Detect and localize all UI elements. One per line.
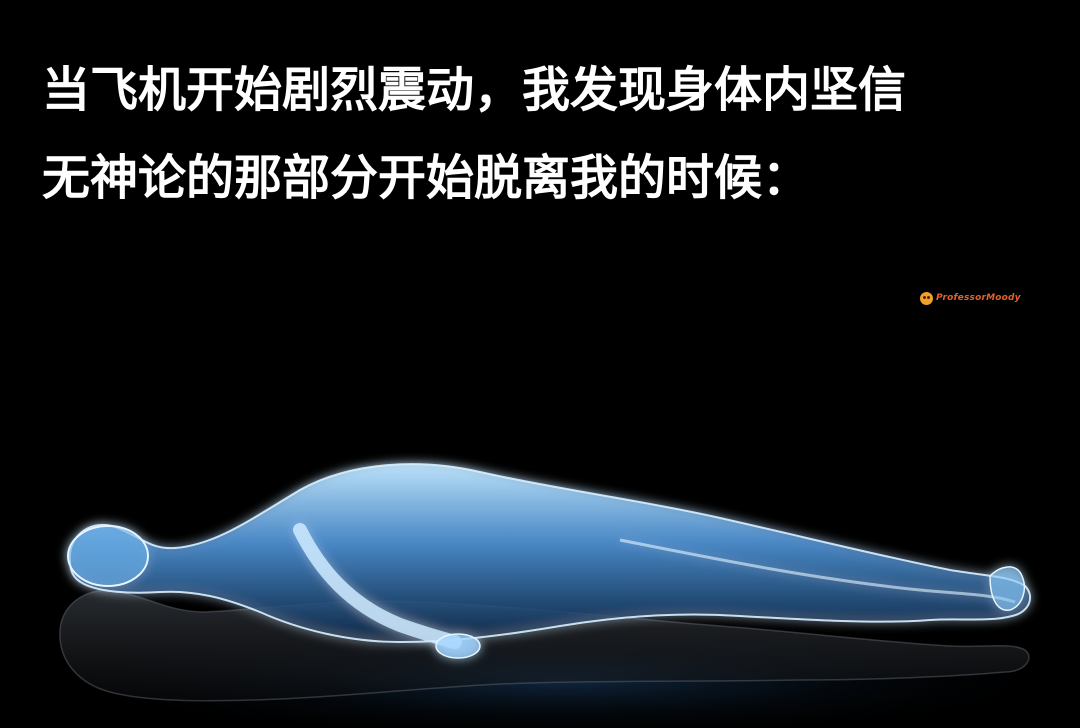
spirit-feet (989, 566, 1026, 611)
glowing-body-illustration (40, 463, 1080, 728)
spirit-legs (619, 538, 1016, 604)
spirit-body (68, 463, 1032, 644)
face-emoji-icon (920, 291, 933, 305)
watermark: ProfessorMoody (920, 290, 1021, 306)
spirit-arm (293, 523, 462, 649)
spirit-head (67, 525, 149, 587)
caption-text: 当飞机开始剧烈震动，我发现身体内坚信 无神论的那部分开始脱离我的时候： (42, 46, 1042, 222)
caption-line-1: 当飞机开始剧烈震动，我发现身体内坚信 (42, 62, 907, 118)
watermark-text: ProfessorMoody (936, 293, 1021, 303)
caption-line-2: 无神论的那部分开始脱离我的时候： (42, 150, 811, 206)
spirit-hand (435, 633, 481, 659)
